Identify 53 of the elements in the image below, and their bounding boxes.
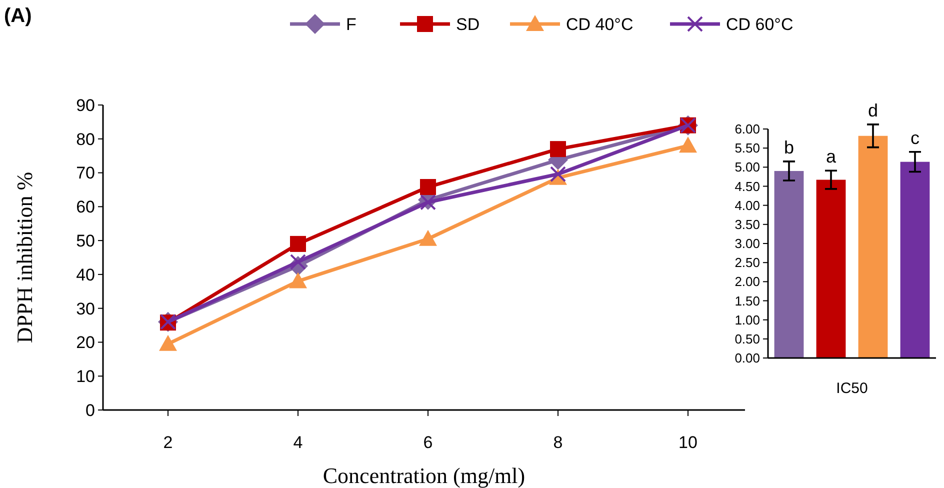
- y-tick-label: 30: [76, 299, 95, 318]
- y-tick-label: 6.00: [734, 122, 760, 137]
- bar: [858, 136, 888, 358]
- text: d: [868, 100, 878, 120]
- y-tick-label: 1.00: [734, 312, 760, 328]
- point: [159, 334, 177, 351]
- annotation: a: [826, 146, 837, 167]
- annotation: c: [910, 128, 920, 148]
- x-axis-title: Concentration (mg/ml): [322, 463, 526, 488]
- point: [290, 254, 306, 270]
- point: [419, 230, 437, 246]
- point: [420, 179, 436, 196]
- point: [289, 272, 307, 288]
- y-tick-label: 40: [76, 265, 95, 284]
- bar: [816, 180, 846, 358]
- y-axis-title: DPPH inhibition %: [12, 172, 37, 344]
- y-tick-label: 70: [76, 164, 95, 183]
- y-tick-label: 3.50: [734, 216, 760, 232]
- legend-label: SD: [456, 14, 480, 34]
- legend-label: F: [346, 14, 356, 34]
- y-tick-label: 5.50: [734, 140, 760, 156]
- y-tick-label: 0.00: [734, 350, 760, 366]
- x-axis-title: IC50: [836, 380, 868, 397]
- annotation: b: [784, 137, 794, 158]
- y-tick-label: 0: [86, 400, 95, 420]
- point: [679, 136, 697, 153]
- y-tick-label: 20: [76, 333, 95, 352]
- y-tick-label: 3.00: [734, 236, 760, 252]
- y-tick-label: 0.50: [734, 331, 760, 346]
- x-tick-label: 10: [678, 433, 698, 452]
- bar: [774, 170, 804, 358]
- chart-title: (A): [4, 5, 32, 27]
- y-tick-label: 1.50: [734, 293, 760, 308]
- y-tick-label: 90: [76, 96, 95, 115]
- y-tick-label: 50: [76, 232, 95, 251]
- legend-label: CD 60°C: [726, 14, 794, 34]
- y-tick-label: 5.00: [734, 160, 760, 175]
- y-tick-label: 2.00: [734, 274, 760, 290]
- x-tick-label: 6: [423, 433, 433, 452]
- bar: [900, 162, 930, 358]
- y-tick-label: 80: [76, 130, 95, 149]
- x-tick-label: 8: [553, 433, 563, 452]
- x-tick-label: 2: [163, 433, 173, 452]
- y-tick-label: 2.50: [734, 255, 760, 270]
- point: [550, 141, 566, 158]
- y-tick-label: 4.00: [734, 198, 760, 213]
- point: [420, 194, 436, 210]
- point: [290, 236, 306, 252]
- y-tick-label: 60: [76, 198, 95, 217]
- legend-label: CD 40°C: [566, 14, 634, 34]
- x-tick-label: 4: [293, 433, 303, 452]
- y-tick-label: 10: [76, 367, 95, 386]
- y-tick-label: 4.50: [734, 178, 760, 194]
